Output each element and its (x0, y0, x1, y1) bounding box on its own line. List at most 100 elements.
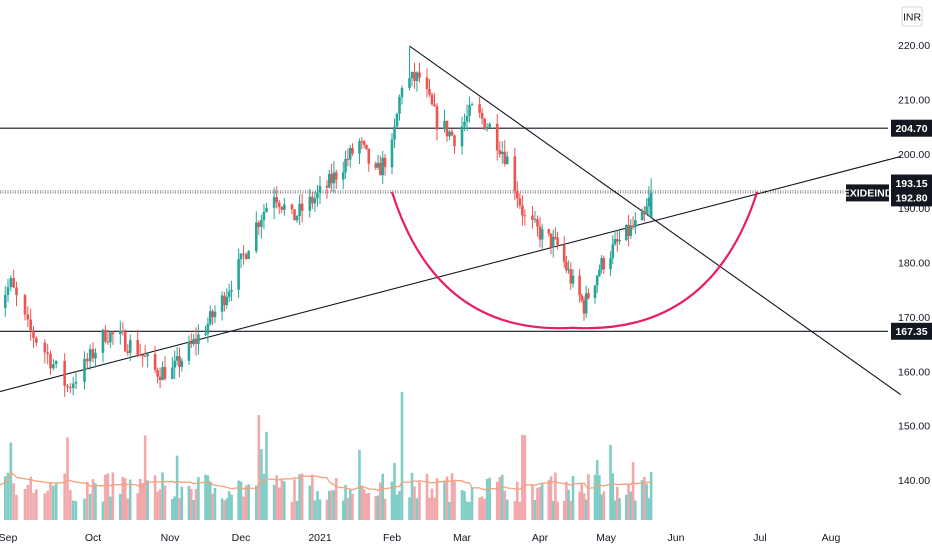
candle-body (298, 203, 301, 217)
candle-body (283, 204, 286, 210)
candle-body (91, 349, 95, 359)
volume-bar (128, 479, 132, 520)
candle-body (341, 172, 345, 180)
candle-body (503, 151, 507, 165)
candle-body (609, 258, 612, 270)
candle-body (418, 72, 421, 78)
volume-bar (567, 489, 570, 520)
volume-bar (35, 489, 38, 520)
candle-body (393, 126, 396, 140)
candle-body (460, 126, 464, 147)
candle-body (556, 237, 559, 245)
volume-bar (52, 485, 55, 520)
candle-body (584, 293, 588, 314)
volume-bar (146, 480, 149, 520)
volume-bar (15, 494, 18, 520)
volume-bar (584, 499, 588, 520)
candle-body (618, 239, 621, 242)
x-tick-label: Jul (753, 532, 766, 544)
volume-bar (86, 482, 89, 520)
volume-bar (325, 499, 329, 520)
trendline-falling-resistance (409, 45, 901, 396)
candle-body (615, 239, 619, 242)
volume-bar (283, 481, 286, 520)
candle-body (206, 323, 210, 334)
volume-bar (468, 501, 471, 520)
volume-bar (631, 462, 635, 520)
volume-bar (230, 494, 233, 520)
volume-bar (435, 478, 439, 520)
volume-bar (443, 481, 446, 520)
volume-bar (6, 472, 10, 520)
candle-body (208, 311, 212, 324)
volume-bar (143, 435, 147, 520)
volume-bar (178, 498, 181, 520)
volume-bar (280, 478, 284, 520)
volume-bar (156, 491, 159, 520)
candle-body (126, 351, 130, 354)
volume-bar (393, 462, 396, 520)
candle-body (571, 275, 575, 284)
volume-bar (272, 484, 276, 520)
volume-bar (480, 496, 484, 520)
candle-body (332, 172, 336, 184)
candle-body (316, 192, 319, 199)
x-tick-label: Oct (85, 532, 101, 544)
volume-bar (254, 485, 258, 520)
volume-bar (430, 488, 434, 520)
volume-bar (551, 500, 555, 520)
candle-body (567, 269, 570, 271)
candle-body (49, 353, 52, 369)
candle-body (360, 141, 364, 143)
candle-body (178, 356, 181, 367)
candle-body (94, 352, 97, 359)
volume-bar (538, 486, 542, 520)
volume-bar (332, 490, 336, 520)
volume-bar (194, 488, 198, 520)
price-label-text: 204.70 (895, 123, 927, 135)
candle-body (190, 341, 193, 345)
candle-body (9, 278, 13, 288)
volume-bar (175, 455, 179, 520)
candle-body (516, 191, 519, 199)
candle-body (463, 121, 466, 127)
x-tick-label: Mar (453, 532, 472, 544)
candle-body (128, 340, 132, 354)
currency-badge: INR (901, 6, 923, 27)
volume-ma-line (0, 471, 652, 492)
candle-body (109, 332, 112, 343)
volume-bar (578, 491, 581, 520)
candle-body (400, 87, 404, 98)
candle-body (257, 222, 261, 227)
candle-body (425, 77, 429, 90)
candle-body (645, 206, 648, 215)
candle-body (71, 383, 75, 389)
volume-bar (463, 491, 466, 520)
volume-bar (565, 481, 568, 520)
volume-bar (49, 482, 52, 520)
candle-body (26, 314, 30, 320)
candle-body (63, 360, 66, 386)
candle-body (225, 296, 229, 306)
candle-body (171, 367, 174, 379)
volume-bar (163, 485, 167, 520)
candle-body (187, 341, 191, 361)
volume-bar (220, 498, 224, 520)
ticker-label-text: EXIDEIND (843, 188, 893, 200)
candle-body (383, 157, 387, 168)
candle-body (136, 340, 140, 355)
candle-body (580, 295, 584, 301)
candle-body (293, 209, 296, 221)
volume-bar (327, 490, 331, 520)
candle-body (143, 355, 147, 357)
volume-bar (611, 473, 615, 520)
volume-bar (91, 479, 95, 520)
volume-bar (533, 499, 537, 520)
candle-body (244, 254, 248, 259)
candle-body (483, 118, 486, 130)
candle-body (413, 72, 416, 82)
candle-body (88, 349, 92, 362)
x-tick-label: May (596, 532, 617, 544)
candle-body (23, 295, 27, 315)
